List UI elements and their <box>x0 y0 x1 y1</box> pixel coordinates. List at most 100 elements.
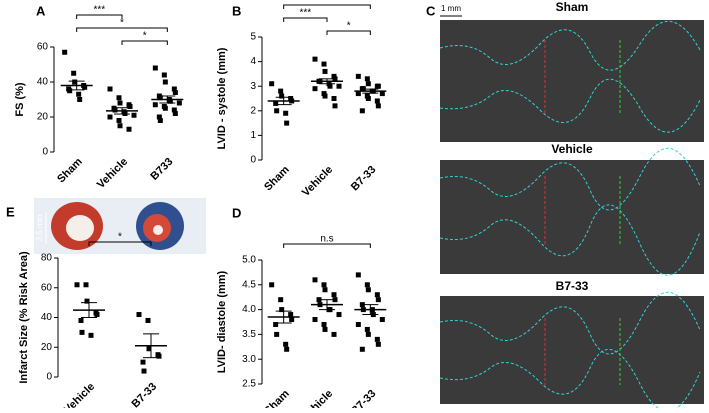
x-tick-label: Vehicle <box>95 156 130 191</box>
x-tick-label: B7-33 <box>129 381 159 408</box>
data-point <box>312 86 318 92</box>
x-tick-label: Sham <box>262 388 292 408</box>
data-point <box>74 282 80 288</box>
significance-bracket <box>88 241 152 246</box>
x-tick-label: B7-33 <box>349 388 379 408</box>
data-point <box>141 368 147 374</box>
significance-label: * <box>347 21 351 32</box>
y-tick-label: 5.0 <box>242 255 256 266</box>
x-tick-label: B733 <box>148 156 175 183</box>
y-tick-label: 3 <box>250 81 256 92</box>
data-point <box>322 326 328 332</box>
x-tick-label: Vehicle <box>62 381 97 408</box>
data-point <box>355 321 361 327</box>
data-point <box>172 111 178 116</box>
data-point <box>127 104 133 109</box>
data-point <box>156 353 162 359</box>
y-tick-label: 20 <box>41 342 53 353</box>
data-point <box>365 96 371 101</box>
y-axis-title: FS (%) <box>14 82 26 117</box>
data-point <box>284 346 290 352</box>
data-point <box>171 107 177 113</box>
data-point <box>331 96 337 101</box>
heart-photo <box>34 198 206 254</box>
data-point <box>117 123 123 129</box>
data-point <box>322 68 328 74</box>
data-point <box>76 91 82 97</box>
data-point <box>336 312 342 318</box>
data-point <box>112 107 118 113</box>
data-point <box>374 336 380 342</box>
data-point <box>283 341 289 347</box>
y-tick-label: 4.5 <box>242 279 256 290</box>
significance-bracket <box>76 27 168 32</box>
image-title: B7-33 <box>556 279 589 293</box>
data-point <box>321 321 327 327</box>
data-point <box>167 98 173 104</box>
data-point <box>359 346 365 352</box>
echo-images <box>439 15 704 412</box>
y-tick-label: 60 <box>41 282 53 293</box>
significance-bracket <box>283 4 371 9</box>
y-axis-title: Infarct Size (% Risk Area) <box>18 251 30 384</box>
data-point <box>312 56 318 62</box>
data-point <box>162 105 168 111</box>
data-point <box>322 93 328 99</box>
data-point <box>278 297 284 303</box>
y-tick-label: 60 <box>37 42 49 53</box>
data-point <box>116 95 122 101</box>
data-point <box>274 331 280 337</box>
data-point <box>312 277 318 283</box>
y-tick-label: 1 <box>250 130 256 141</box>
x-tick-label: Sham <box>262 164 292 194</box>
data-point <box>327 83 333 89</box>
y-tick-label: 4.0 <box>242 304 256 315</box>
data-point <box>375 341 381 347</box>
data-point <box>355 272 361 278</box>
data-point <box>284 120 290 126</box>
y-tick-label: 3.5 <box>242 329 256 340</box>
data-point <box>332 103 338 109</box>
y-tick-label: 0 <box>42 147 48 158</box>
data-point <box>269 81 275 87</box>
x-tick-label: Vehicle <box>300 164 335 199</box>
significance-label: * <box>120 18 124 29</box>
data-point <box>152 65 158 71</box>
data-point <box>375 297 381 303</box>
data-point <box>288 312 294 318</box>
data-point <box>274 108 280 114</box>
significance-bracket <box>283 17 328 22</box>
data-point <box>312 317 318 323</box>
data-point <box>94 312 100 318</box>
y-tick-label: 0 <box>46 372 52 383</box>
data-point <box>321 61 327 67</box>
data-point <box>379 317 385 323</box>
data-point <box>359 108 365 114</box>
data-point <box>171 86 177 92</box>
data-point <box>84 298 90 304</box>
data-point <box>107 86 113 92</box>
data-point <box>62 49 68 55</box>
y-tick-label: 40 <box>37 77 49 88</box>
data-point <box>374 292 380 298</box>
data-point <box>379 91 385 97</box>
data-point <box>67 88 73 94</box>
significance-bracket <box>76 14 123 19</box>
data-point <box>364 76 370 82</box>
data-point <box>157 95 163 101</box>
image-title: Vehicle <box>551 142 593 156</box>
x-tick-label: Sham <box>55 156 85 186</box>
data-point <box>364 282 370 288</box>
data-point <box>355 91 361 97</box>
data-point <box>162 79 168 85</box>
data-point <box>145 317 151 323</box>
data-point <box>365 287 371 293</box>
data-point <box>72 79 78 85</box>
data-point <box>331 292 337 298</box>
data-point <box>269 282 275 288</box>
data-point <box>172 90 178 95</box>
data-point <box>82 84 88 90</box>
data-point <box>365 81 371 87</box>
y-tick-label: 4 <box>250 56 256 67</box>
data-point <box>273 321 279 327</box>
